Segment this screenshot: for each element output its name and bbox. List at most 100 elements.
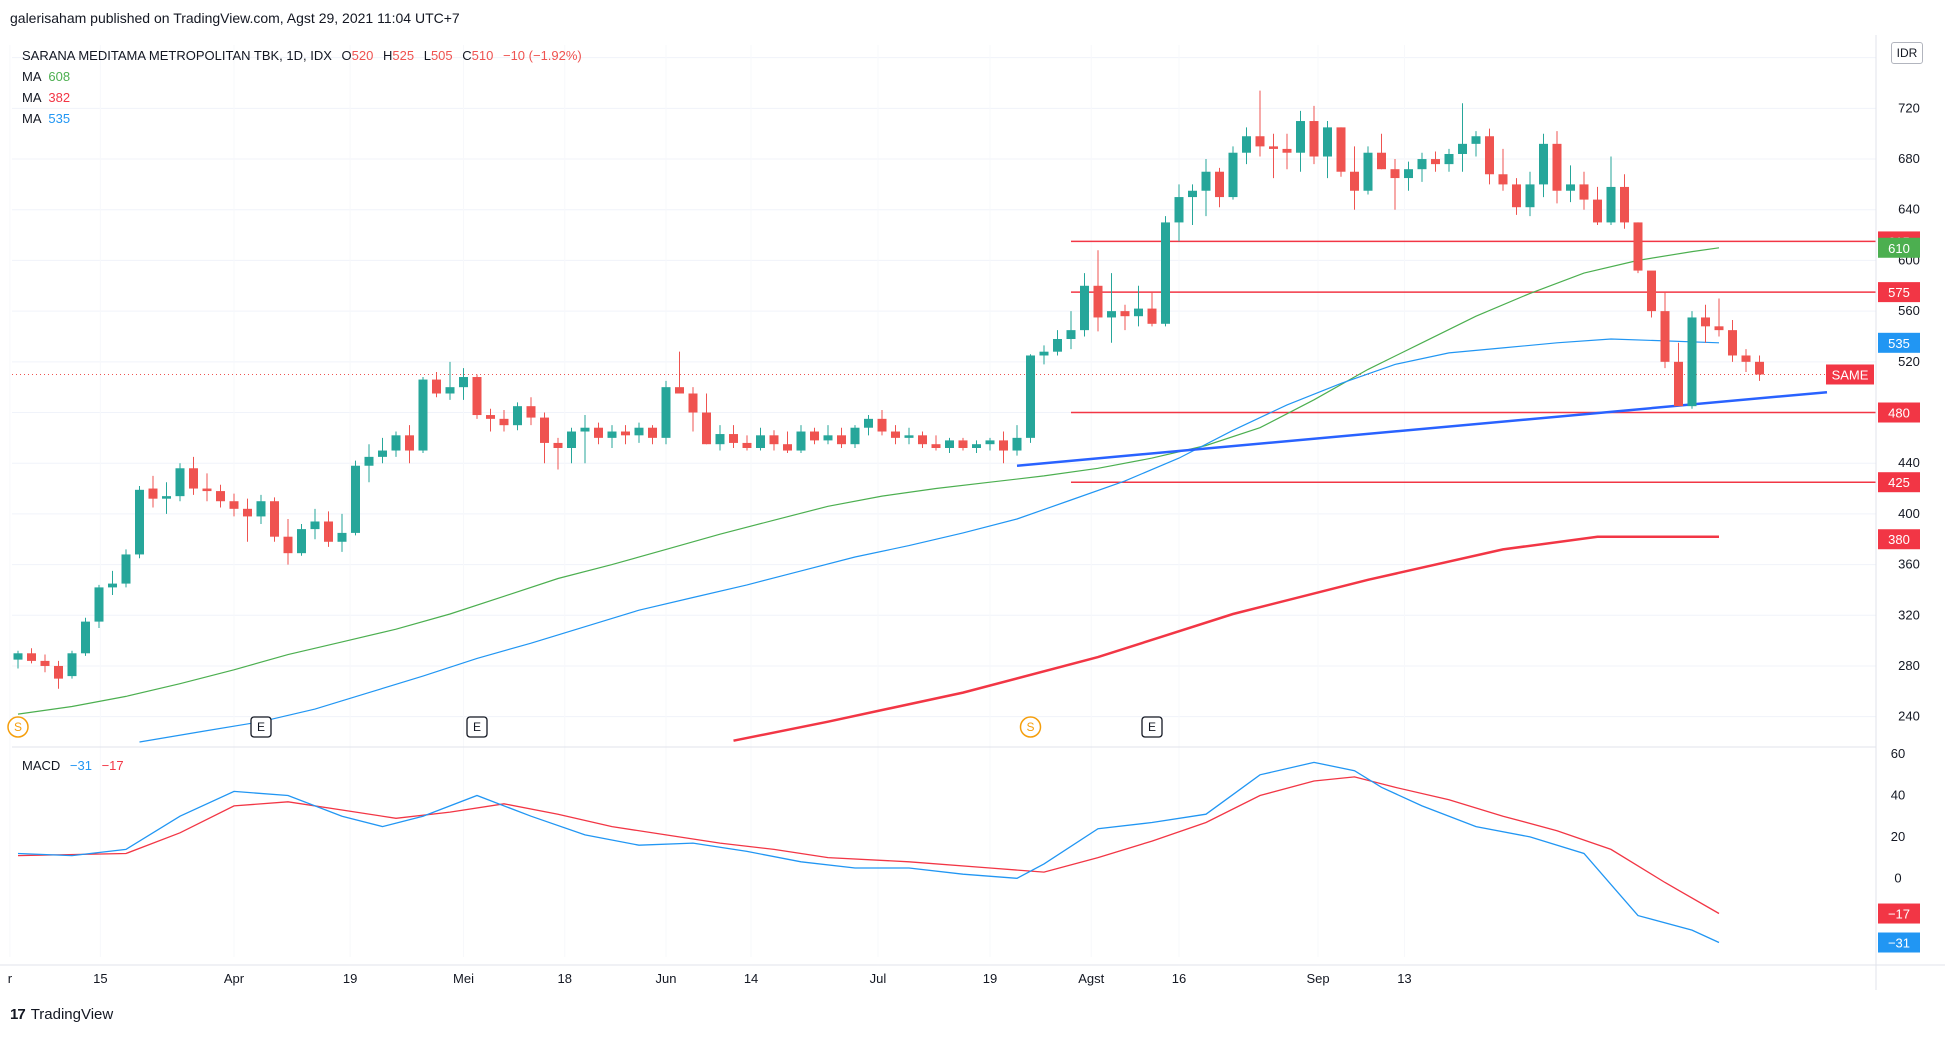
candle-body	[54, 665, 63, 679]
x-tick-label: Jul	[870, 971, 887, 986]
macd-line	[17, 761, 1720, 944]
footer-brand[interactable]: 17 TradingView	[10, 1006, 113, 1023]
y-tick-label: 560	[1898, 303, 1920, 318]
price-level-label-bg	[1878, 402, 1920, 423]
main-legend: SARANA MEDITAMA METROPOLITAN TBK, 1D, ID…	[22, 45, 582, 129]
candle-body	[1161, 222, 1170, 324]
candle-body	[1701, 317, 1710, 327]
candle-body	[121, 554, 131, 584]
candle-body	[1633, 222, 1643, 271]
x-tick-label: 15	[93, 971, 107, 986]
ma-legend-blue[interactable]: MA 535	[22, 108, 582, 129]
candle-body	[1404, 169, 1413, 179]
symbol-price-label-bg	[1826, 364, 1874, 385]
candle-body	[1539, 143, 1548, 185]
candle-body	[1755, 361, 1764, 375]
candle-body	[13, 653, 23, 660]
symbol-price-label: SAME	[1832, 367, 1869, 382]
candle-body	[1687, 317, 1697, 407]
candle-body	[1336, 127, 1346, 172]
candle-body	[567, 431, 576, 448]
price-level-label: 610	[1888, 241, 1910, 256]
candle-body	[499, 418, 509, 426]
price-level-label-bg	[1878, 332, 1920, 353]
ma-value: 608	[48, 69, 71, 84]
candle-body	[850, 427, 860, 445]
split-event-label: S	[14, 720, 22, 734]
candle-body	[1188, 190, 1197, 198]
candle-body	[675, 387, 684, 394]
candle-body	[1174, 197, 1184, 223]
symbol-line: SARANA MEDITAMA METROPOLITAN TBK, 1D, ID…	[22, 48, 332, 63]
ma-legend-green[interactable]: MA 608	[22, 66, 582, 87]
y-tick-label: 680	[1898, 151, 1920, 166]
candle-body	[418, 379, 428, 451]
y-tick-label: 440	[1898, 455, 1920, 470]
candle-body	[40, 660, 50, 666]
candle-body	[1552, 143, 1562, 191]
candle-body	[661, 387, 671, 438]
ma-608-line	[17, 247, 1720, 715]
candle-body	[999, 440, 1008, 451]
candle-body	[891, 431, 900, 438]
macd-value-label-bg	[1878, 903, 1920, 924]
candle-body	[1282, 148, 1292, 153]
y-tick-label: 280	[1898, 658, 1920, 673]
candle-body	[391, 435, 401, 451]
candle-body	[81, 621, 90, 654]
candle-body	[1647, 270, 1656, 312]
candle-body	[634, 427, 644, 436]
candle-body	[1215, 171, 1224, 198]
currency-badge[interactable]: IDR	[1891, 42, 1923, 64]
close-value: 510	[471, 48, 494, 63]
x-tick-label: 18	[558, 971, 572, 986]
candle-body	[756, 435, 765, 448]
macd-y-tick-label: 60	[1891, 746, 1905, 761]
x-tick-label: 16	[1172, 971, 1186, 986]
price-level-label: 425	[1888, 475, 1910, 490]
candle-body	[1525, 184, 1535, 208]
ma-legend-red[interactable]: MA 382	[22, 87, 582, 108]
candle-body	[270, 501, 279, 537]
price-level-label: 380	[1888, 532, 1910, 547]
x-tick-label: Jun	[656, 971, 677, 986]
macd-value-label-bg	[1878, 932, 1920, 953]
candle-body	[1309, 121, 1319, 157]
x-tick-label: r	[8, 971, 13, 986]
ma-382-line	[733, 535, 1719, 742]
candle-body	[1080, 285, 1089, 331]
macd-value-label: −31	[1888, 936, 1910, 951]
candle-body	[1350, 171, 1359, 191]
close-label: C	[462, 48, 472, 63]
x-tick-label: Agst	[1078, 971, 1104, 986]
candle-body	[405, 435, 414, 451]
candle-body	[513, 406, 522, 426]
macd-legend[interactable]: MACD −31 −17	[22, 758, 124, 773]
price-level-label: 480	[1888, 406, 1910, 421]
earnings-event-icon	[250, 716, 272, 738]
candle-body	[1714, 326, 1724, 331]
candle-body	[1390, 169, 1400, 179]
candle-body	[958, 440, 968, 448]
earnings-event-icon	[1141, 716, 1163, 738]
y-tick-label: 520	[1898, 354, 1920, 369]
candle-body	[1512, 184, 1521, 208]
candle-body	[472, 377, 482, 416]
candle-body	[445, 387, 455, 394]
candle-body	[769, 435, 779, 445]
candle-body	[229, 501, 239, 509]
high-label: H	[382, 48, 393, 63]
candle-body	[67, 653, 77, 677]
macd-y-tick-label: 0	[1894, 870, 1901, 885]
candle-body	[1201, 171, 1211, 191]
brand-name: TradingView	[30, 1006, 114, 1023]
candle-body	[1593, 199, 1602, 223]
y-tick-label: 400	[1898, 506, 1920, 521]
high-value: 525	[392, 48, 415, 63]
open-label: O	[341, 48, 352, 63]
candle-body	[1134, 308, 1143, 317]
split-event-icon	[7, 716, 29, 738]
x-tick-label: 19	[343, 971, 357, 986]
